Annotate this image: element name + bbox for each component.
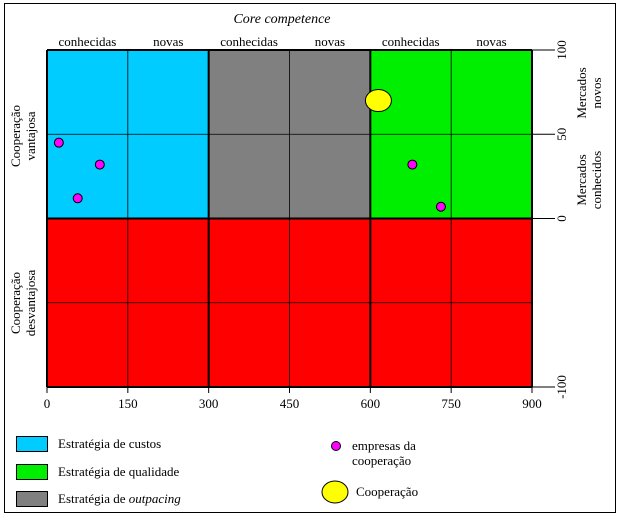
- y-tick-label-3: -100: [554, 375, 569, 399]
- top-label-4: conhecidas: [382, 34, 440, 49]
- top-label-1: novas: [153, 34, 183, 49]
- empresa-point-0: [53, 137, 64, 148]
- x-tick-label-3: 450: [280, 396, 300, 411]
- left-label-lower-2: desvantajosa: [23, 270, 38, 337]
- legend-empresas-line2: cooperação: [352, 453, 412, 468]
- y-tick-label-1: 50: [554, 128, 569, 141]
- chart-title: Core competence: [233, 12, 330, 27]
- empresa-point-2: [72, 193, 83, 204]
- legend-empresas-marker: [331, 441, 341, 451]
- x-tick-label-6: 900: [522, 396, 542, 411]
- legend-custos: Estratégia de custos: [16, 436, 161, 452]
- legend-outpacing-prefix: Estratégia de: [58, 491, 129, 506]
- legend-outpacing-italic: outpacing: [128, 491, 181, 506]
- empresa-point-1: [94, 159, 105, 170]
- ticks-layer: 0 150 300 450 600 750 900 100 50 0 -100: [44, 40, 569, 411]
- cooperacao-point: [364, 89, 392, 113]
- right-label-upper-1: Mercados: [574, 67, 589, 118]
- legend-cooperacao: Cooperação: [320, 480, 418, 504]
- empresa-point-3: [407, 159, 418, 170]
- right-label-lower-2: conhecidos: [589, 151, 604, 209]
- left-label-upper-1: Cooperação: [8, 105, 23, 167]
- legend-outpacing: Estratégia de outpacing: [16, 491, 181, 507]
- top-labels-layer: conhecidas novas conhecidas novas conhecidas…: [59, 34, 507, 49]
- top-label-5: novas: [476, 34, 506, 49]
- x-tick-label-1: 150: [118, 396, 138, 411]
- x-tick-label-2: 300: [199, 396, 219, 411]
- legend-cooperacao-marker: [321, 480, 349, 504]
- right-label-upper-2: novos: [589, 77, 604, 108]
- legend-custos-swatch: [16, 436, 48, 452]
- left-label-lower-1: Cooperação: [8, 272, 23, 334]
- legend-qualidade-label: Estratégia de qualidade: [58, 464, 180, 479]
- legend-qualidade-swatch: [16, 464, 48, 480]
- x-tick-label-5: 750: [441, 396, 461, 411]
- left-label-upper-2: vantajosa: [23, 111, 38, 160]
- legend-empresas-line1: empresas da: [352, 438, 416, 453]
- top-label-0: conhecidas: [59, 34, 117, 49]
- top-label-2: conhecidas: [220, 34, 278, 49]
- empresa-point-4: [435, 201, 446, 212]
- legend-cooperacao-label: Cooperação: [356, 484, 419, 499]
- x-tick-label-4: 600: [361, 396, 381, 411]
- x-tick-label-0: 0: [44, 396, 51, 411]
- points-layer: [53, 89, 446, 212]
- legend-outpacing-label: Estratégia de outpacing: [58, 491, 181, 507]
- figure-frame: [4, 3, 616, 513]
- legend-outpacing-swatch: [16, 491, 48, 507]
- right-label-lower-1: Mercados: [574, 154, 589, 205]
- top-label-3: novas: [315, 34, 345, 49]
- y-tick-label-2: 0: [554, 215, 569, 222]
- legend-qualidade: Estratégia de qualidade: [16, 464, 179, 480]
- y-tick-label-0: 100: [554, 40, 569, 60]
- legend-empresas: empresas da cooperação: [330, 438, 416, 468]
- legend-custos-label: Estratégia de custos: [58, 436, 162, 451]
